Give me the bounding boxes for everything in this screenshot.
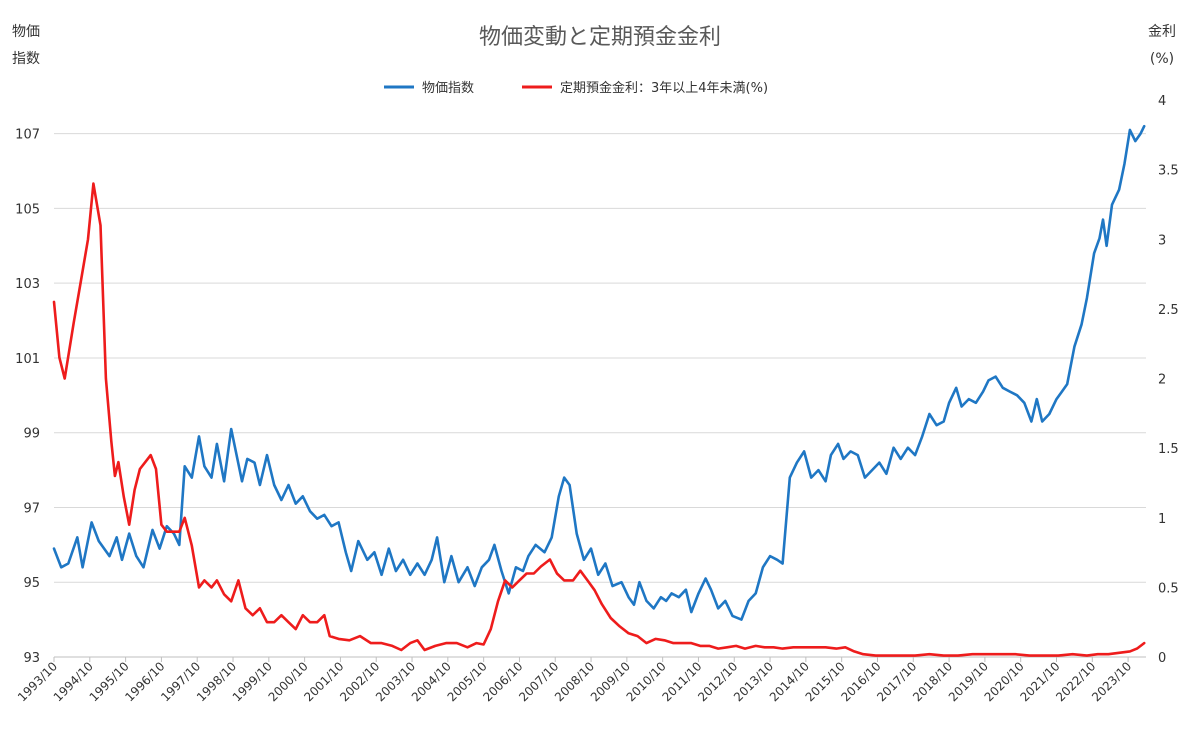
y-left-tick-label: 107 [15,128,40,143]
y-left-tick-label: 93 [23,651,40,666]
left-axis-title-line2: 指数 [12,51,40,67]
y-right-tick-label: 0 [1158,651,1166,666]
y-left-tick-label: 95 [23,576,40,591]
y-right-tick-label: 1 [1158,512,1166,527]
axes: 9395979910110310510700.511.522.533.54199… [15,94,1179,704]
y-right-tick-label: 3.5 [1158,164,1179,179]
y-right-tick-label: 4 [1158,94,1166,109]
y-left-tick-label: 97 [23,501,40,516]
y-left-tick-label: 105 [15,202,40,217]
legend-label-cpi: 物価指数 [422,81,474,96]
y-left-tick-label: 101 [15,352,40,367]
series-line-cpi [52,124,1146,621]
right-axis-title-line2: (%) [1150,51,1174,67]
legend-label-rate: 定期預金金利：3年以上4年未満(%) [560,80,768,96]
gridlines [54,133,1146,658]
chart-title: 物価変動と定期預金金利 [479,25,721,50]
y-right-tick-label: 1.5 [1158,442,1179,457]
x-tick-label: 2023/10 [1089,659,1134,704]
series-line-rate [52,182,1146,657]
legend: 物価指数 定期預金金利：3年以上4年未満(%) [384,80,768,96]
y-right-tick-label: 2 [1158,373,1166,388]
y-left-tick-label: 99 [23,427,40,442]
right-axis-title-line1: 金利 [1148,24,1176,40]
left-axis-title-line1: 物価 [12,24,40,40]
y-right-tick-label: 2.5 [1158,303,1179,318]
y-right-tick-label: 3 [1158,233,1166,248]
series-lines [52,124,1146,657]
y-right-tick-label: 0.5 [1158,581,1179,596]
y-left-tick-label: 103 [15,277,40,292]
